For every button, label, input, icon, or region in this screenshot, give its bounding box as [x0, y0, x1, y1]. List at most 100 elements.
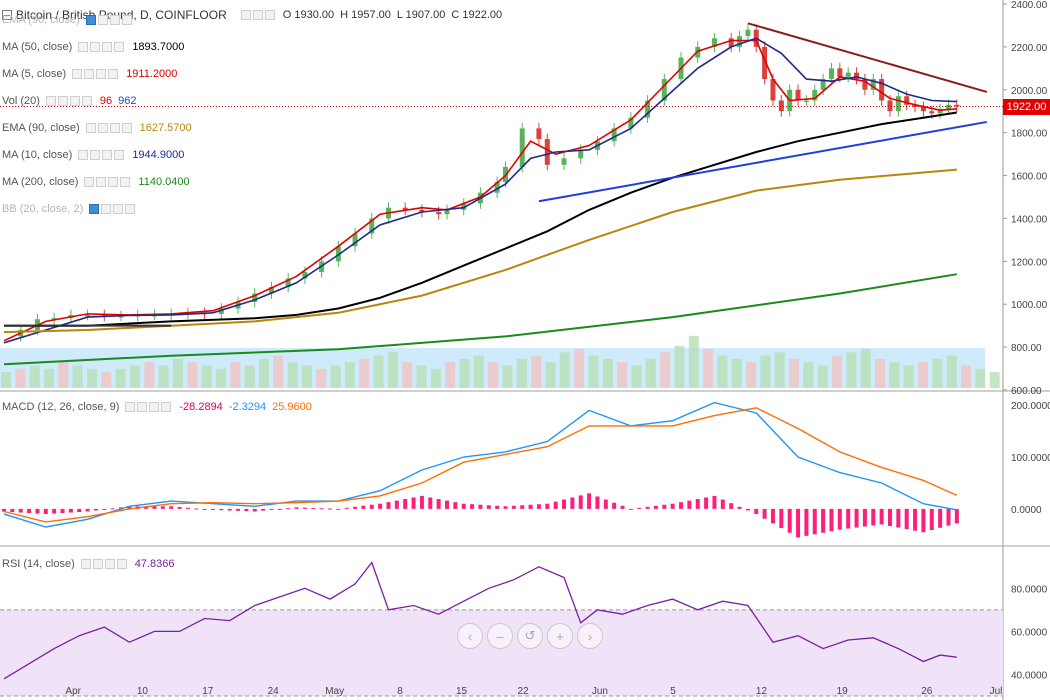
volume-bar: [903, 365, 914, 388]
collapse-legend-icon[interactable]: [2, 10, 12, 20]
gear-icon[interactable]: [92, 559, 103, 569]
add-icon[interactable]: [109, 15, 120, 25]
add-icon[interactable]: [102, 42, 113, 52]
volume-bar: [58, 362, 69, 388]
candle-body: [870, 79, 876, 90]
add-icon[interactable]: [96, 69, 107, 79]
eye-icon[interactable]: [72, 69, 83, 79]
volume-bar: [760, 355, 771, 388]
eye-icon[interactable]: [80, 559, 91, 569]
gear-icon[interactable]: [96, 177, 107, 187]
volume-bar: [817, 365, 828, 388]
macd-histogram-bar: [595, 496, 600, 509]
scroll-right-icon[interactable]: ›: [577, 623, 603, 649]
add-icon[interactable]: [108, 177, 119, 187]
add-icon[interactable]: [109, 123, 120, 133]
macd-histogram-bar: [269, 508, 274, 510]
zoom-reset-icon[interactable]: –: [487, 623, 513, 649]
macd-histogram-bar: [77, 508, 82, 512]
gear-icon[interactable]: [101, 204, 112, 214]
macd-histogram-bar: [653, 505, 658, 509]
remove-icon[interactable]: [264, 10, 275, 20]
add-icon[interactable]: [69, 96, 80, 106]
close-icon[interactable]: [114, 150, 125, 160]
macd-histogram-bar: [286, 508, 291, 510]
gear-icon[interactable]: [57, 96, 68, 106]
add-icon[interactable]: [104, 559, 115, 569]
candle-body: [51, 318, 57, 320]
close-icon[interactable]: [120, 177, 131, 187]
add-icon[interactable]: [113, 204, 124, 214]
candle-body: [778, 100, 784, 112]
volume-bar: [789, 358, 800, 388]
macd-histogram-bar: [210, 508, 215, 510]
macd-histogram-bar: [160, 506, 165, 509]
macd-histogram-bar: [119, 507, 124, 509]
macd-histogram-bar: [645, 506, 650, 509]
volume-bar: [717, 355, 728, 388]
zoom-out-icon[interactable]: ‹: [457, 623, 483, 649]
macd-histogram-bar: [612, 502, 617, 509]
macd-histogram-bar: [27, 508, 32, 514]
macd-histogram-bar: [913, 508, 918, 531]
gear-icon[interactable]: [84, 69, 95, 79]
eye-icon[interactable]: [45, 96, 56, 106]
gear-icon[interactable]: [97, 15, 108, 25]
eye-icon[interactable]: [84, 177, 95, 187]
macd-histogram-bar: [219, 508, 224, 511]
trendline-upper: [747, 22, 988, 93]
add-icon[interactable]: [149, 402, 160, 412]
price-tick-label: 2000.00: [1011, 86, 1048, 97]
volume-bar: [359, 358, 370, 388]
eye-icon[interactable]: [78, 42, 89, 52]
volume-bar: [545, 362, 556, 388]
volume-bar: [158, 365, 169, 388]
rsi-legend-label: RSI (14, close): [2, 558, 75, 570]
gear-icon[interactable]: [137, 402, 148, 412]
close-icon[interactable]: [108, 69, 119, 79]
eye-icon[interactable]: [85, 15, 96, 25]
close-icon[interactable]: [114, 42, 125, 52]
close-icon[interactable]: [161, 402, 172, 412]
gear-icon[interactable]: [252, 10, 263, 20]
macd-histogram-bar: [821, 508, 826, 533]
close-icon[interactable]: [116, 559, 127, 569]
gear-icon[interactable]: [90, 42, 101, 52]
volume-bar: [660, 352, 671, 388]
macd-histogram-bar: [236, 508, 241, 511]
close-icon[interactable]: [121, 15, 132, 25]
ohlc-h: H 1957.00: [340, 9, 391, 21]
eye-icon[interactable]: [89, 204, 100, 214]
eye-icon[interactable]: [240, 10, 251, 20]
eye-icon[interactable]: [125, 402, 136, 412]
price-tick-label: 600.00: [1011, 386, 1042, 397]
eye-icon[interactable]: [85, 123, 96, 133]
zoom-in-icon[interactable]: +: [547, 623, 573, 649]
close-icon[interactable]: [81, 96, 92, 106]
refresh-icon[interactable]: ↺: [517, 623, 543, 649]
add-icon[interactable]: [102, 150, 113, 160]
eye-icon[interactable]: [78, 150, 89, 160]
macd-histogram-bar: [812, 508, 817, 535]
macd-histogram-bar: [444, 500, 449, 509]
indicator-legend-row: EMA (90, close): [0, 11, 140, 29]
candle-body: [268, 287, 274, 294]
time-tick-label: 15: [456, 686, 468, 697]
close-icon[interactable]: [121, 123, 132, 133]
gear-icon[interactable]: [97, 123, 108, 133]
price-tick-label: 1200.00: [1011, 257, 1048, 268]
volume-bar: [330, 365, 341, 388]
volume-bar: [617, 362, 628, 388]
candle-body: [711, 38, 717, 47]
macd-histogram-bar: [938, 508, 943, 528]
close-icon[interactable]: [125, 204, 136, 214]
indicator-label: MA (5, close): [2, 68, 67, 80]
volume-bar: [746, 362, 757, 388]
gear-icon[interactable]: [90, 150, 101, 160]
macd-histogram-bar: [520, 505, 525, 509]
macd-histogram-bar: [946, 508, 951, 526]
volume-bar: [674, 345, 685, 388]
candle-body: [828, 68, 834, 80]
macd-buttons: [125, 402, 172, 412]
